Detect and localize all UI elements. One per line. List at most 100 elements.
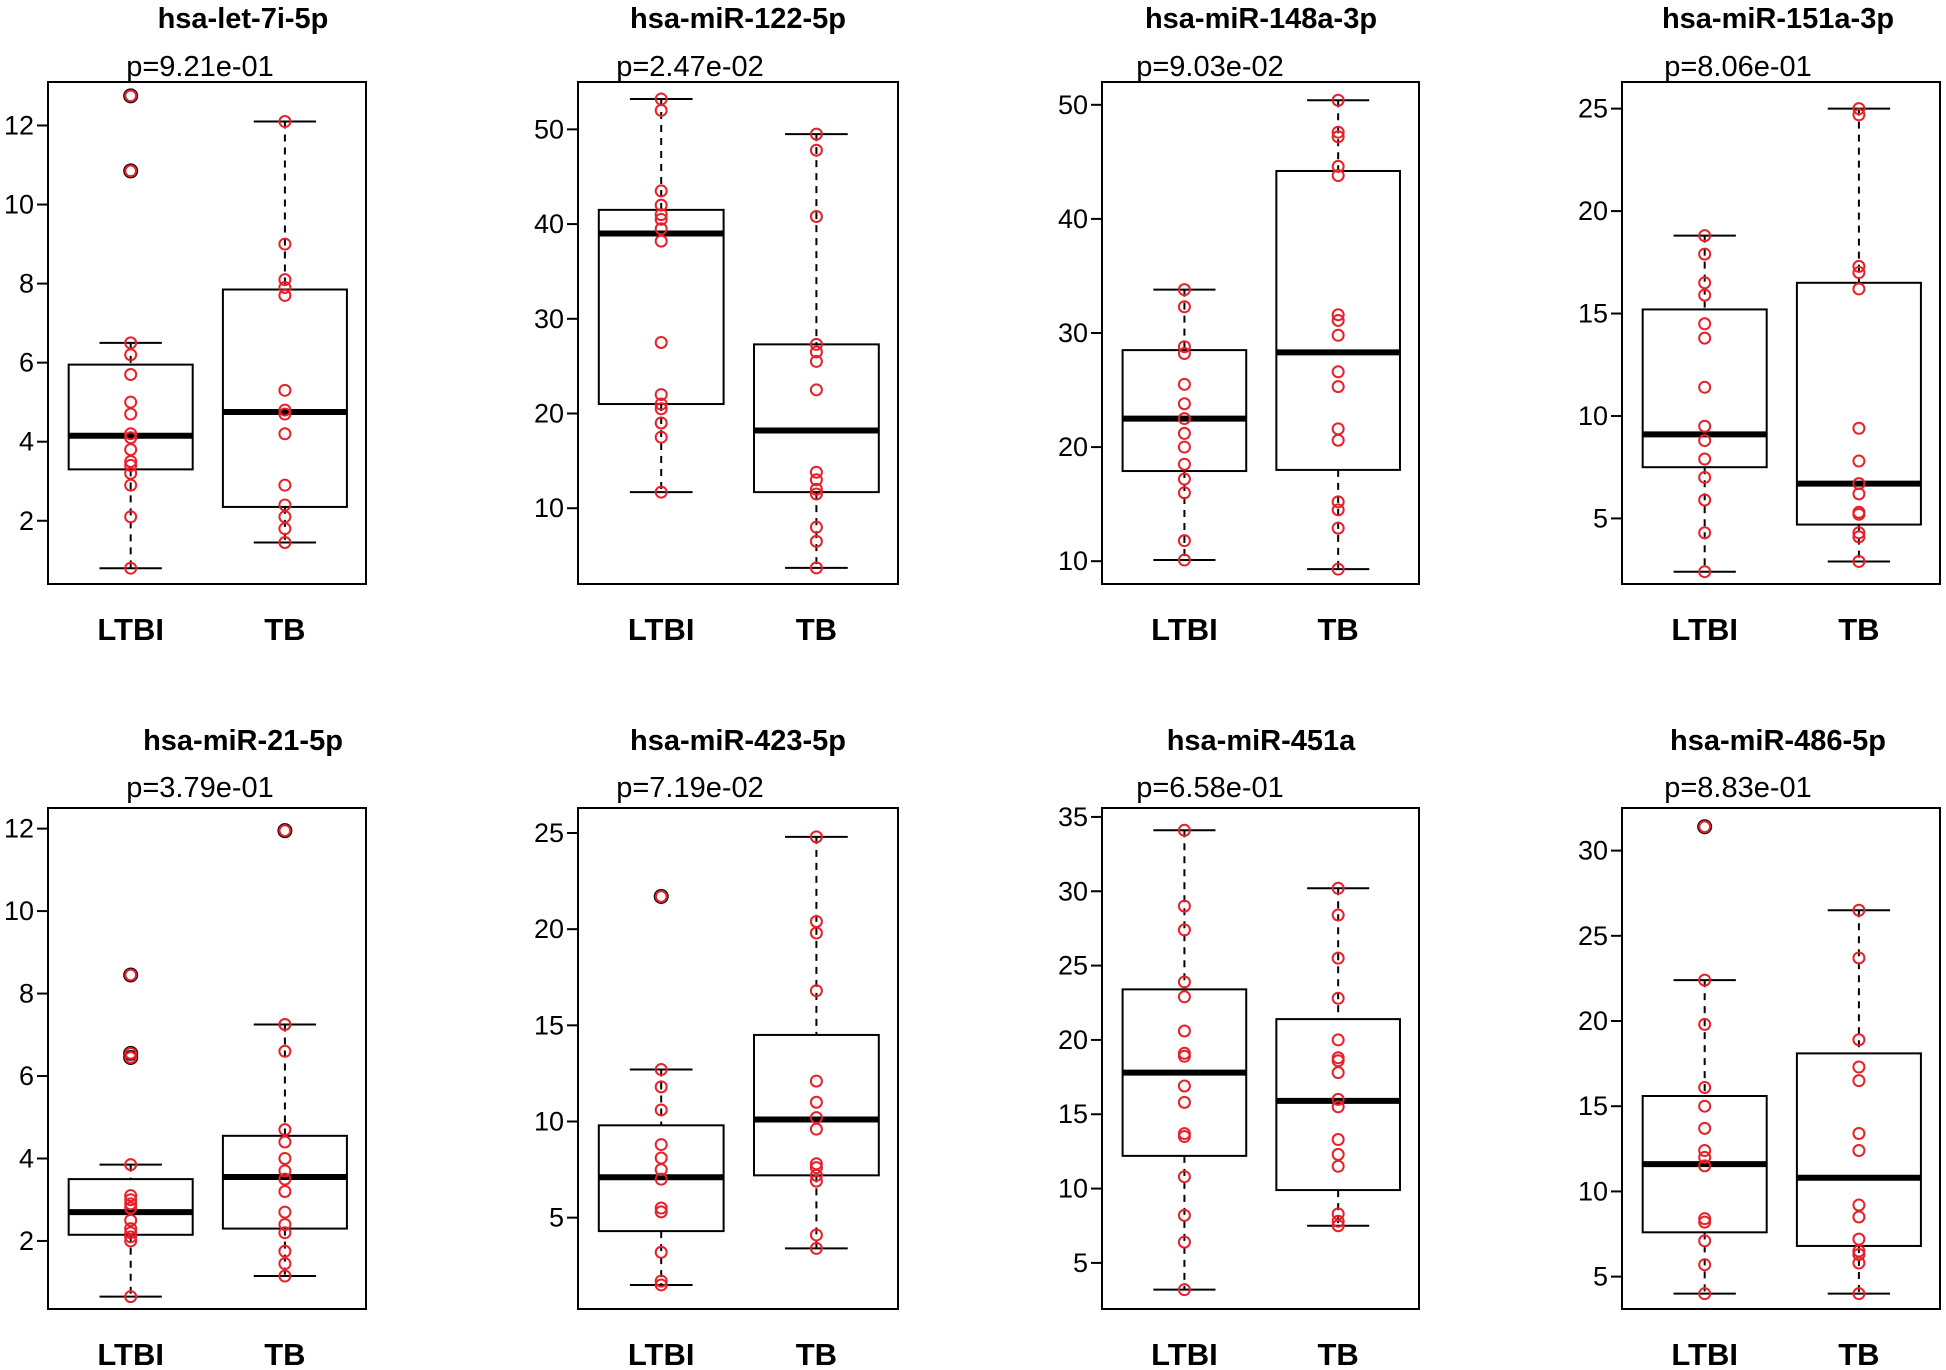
data-point — [654, 1063, 668, 1077]
panel-pvalue: p=2.47e-02 — [616, 51, 764, 83]
x-category-label: LTBI — [1151, 612, 1218, 647]
iqr-box — [221, 1134, 348, 1230]
x-category-label: TB — [796, 612, 837, 647]
data-point — [278, 427, 292, 441]
y-tick-label: 25 — [1058, 951, 1088, 981]
panel-5: hsa-miR-21-5p p=3.79e-01 2 4 6 8 10 12 LTBI TB — [4, 725, 367, 1370]
data-point — [1177, 440, 1191, 454]
y-tick-label: 15 — [1578, 1091, 1608, 1121]
x-category-label: TB — [1838, 612, 1879, 647]
data-point — [654, 1103, 668, 1117]
box-tb — [1275, 881, 1401, 1233]
y-tick-label: 10 — [1578, 401, 1608, 431]
y-tick-label: 25 — [1578, 921, 1608, 951]
x-category-label: LTBI — [628, 612, 695, 647]
data-point — [1331, 125, 1345, 139]
panel-title: hsa-miR-21-5p — [143, 725, 343, 757]
data-point — [654, 335, 668, 349]
x-category-label: TB — [796, 1337, 837, 1370]
data-point — [1698, 434, 1712, 448]
panel-title: hsa-miR-151a-3p — [1662, 3, 1894, 35]
data-point — [278, 1135, 292, 1149]
panel-pvalue: p=6.58e-01 — [1136, 772, 1284, 804]
data-point — [1698, 1121, 1712, 1135]
data-point — [809, 914, 823, 928]
plot-frame — [577, 807, 899, 1310]
data-point — [1852, 554, 1866, 568]
panel-pvalue: p=8.83e-01 — [1664, 772, 1812, 804]
data-point — [1852, 477, 1866, 491]
panel-8: hsa-miR-486-5p p=8.83e-01 5 10 15 20 25 30 LTBI T… — [1578, 725, 1941, 1370]
data-point — [654, 1245, 668, 1259]
x-category-label: TB — [264, 1337, 305, 1370]
data-point — [654, 92, 668, 106]
data-point — [1698, 317, 1712, 331]
data-point — [1852, 1126, 1866, 1140]
panel-7: hsa-miR-451a p=6.58e-01 5 10 15 20 25 30 35 LTBI T… — [1058, 725, 1420, 1370]
data-point — [1698, 1150, 1712, 1164]
x-category-label: TB — [1838, 1337, 1879, 1370]
data-point — [1331, 422, 1345, 436]
data-point — [124, 368, 138, 382]
data-point — [1177, 397, 1191, 411]
data-point — [1698, 1144, 1712, 1158]
data-point — [809, 127, 823, 141]
panel-pvalue: p=3.79e-01 — [126, 772, 274, 804]
y-tick-label: 10 — [4, 896, 34, 926]
data-point — [124, 561, 138, 575]
data-point — [1177, 283, 1191, 297]
panel-title: hsa-let-7i-5p — [158, 3, 329, 35]
data-point — [1331, 365, 1345, 379]
iqr-box — [221, 288, 348, 508]
data-point — [278, 824, 292, 838]
data-point — [278, 273, 292, 287]
panel-title: hsa-miR-423-5p — [630, 725, 846, 757]
data-point — [1331, 380, 1345, 394]
x-category-label: LTBI — [1151, 1337, 1218, 1370]
data-point — [1177, 553, 1191, 567]
data-point — [278, 1257, 292, 1271]
data-point — [1852, 1033, 1866, 1047]
data-point — [1852, 530, 1866, 544]
plot-frame — [1101, 807, 1420, 1310]
iqr-box — [1795, 1052, 1922, 1247]
y-tick-label: 40 — [1058, 204, 1088, 234]
data-point — [1331, 433, 1345, 447]
data-point — [278, 237, 292, 251]
data-point — [1177, 1095, 1191, 1109]
panel-pvalue: p=9.03e-02 — [1136, 51, 1284, 83]
x-category-label: TB — [1318, 612, 1359, 647]
data-point — [124, 1189, 138, 1203]
data-point — [124, 1226, 138, 1240]
iqr-box — [1641, 308, 1768, 469]
y-tick-label: 25 — [1578, 94, 1608, 124]
data-point — [809, 1161, 823, 1175]
y-tick-label: 30 — [1578, 836, 1608, 866]
data-point — [1331, 313, 1345, 327]
y-tick-label: 30 — [1058, 318, 1088, 348]
data-point — [809, 1122, 823, 1136]
data-point — [1177, 990, 1191, 1004]
data-point — [1852, 505, 1866, 519]
data-point — [809, 1174, 823, 1188]
y-tick-label: 6 — [19, 1061, 34, 1091]
data-point — [654, 889, 668, 903]
data-point — [124, 1193, 138, 1207]
data-point — [654, 1151, 668, 1165]
data-point — [278, 1172, 292, 1186]
data-point — [1852, 454, 1866, 468]
y-tick-label: 30 — [534, 304, 564, 334]
box-ltbi — [597, 92, 725, 499]
y-tick-label: 10 — [1578, 1176, 1608, 1206]
y-tick-label: 25 — [534, 818, 564, 848]
y-tick-label: 5 — [549, 1203, 564, 1233]
data-point — [809, 143, 823, 157]
plot-frame — [1621, 807, 1941, 1310]
data-point — [124, 1158, 138, 1172]
data-point — [1177, 457, 1191, 471]
data-point — [278, 478, 292, 492]
data-point — [1852, 526, 1866, 540]
data-point — [654, 1172, 668, 1186]
data-point — [1177, 975, 1191, 989]
data-point — [1698, 973, 1712, 987]
